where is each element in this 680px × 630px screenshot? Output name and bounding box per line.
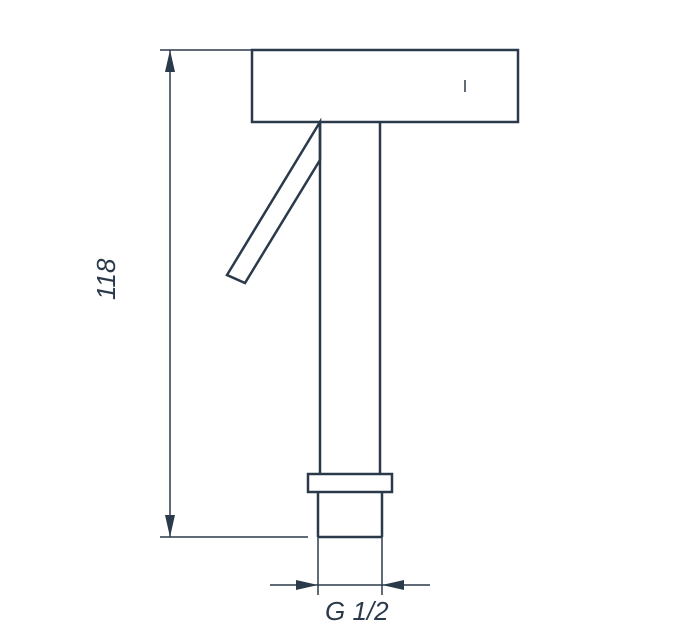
- sprayer-body: [320, 122, 380, 474]
- dim-label-height: 118: [91, 258, 121, 300]
- arrow-up: [165, 50, 175, 72]
- lever: [227, 122, 320, 283]
- arrow-down: [165, 515, 175, 537]
- arrow-thread-right: [382, 580, 404, 590]
- collar: [308, 474, 392, 492]
- sprayer-head: [252, 50, 518, 122]
- dim-label-thread: G 1/2: [325, 596, 389, 626]
- technical-drawing: 118 G 1/2: [0, 0, 680, 630]
- arrow-thread-left: [296, 580, 318, 590]
- thread-adapter: [318, 492, 382, 537]
